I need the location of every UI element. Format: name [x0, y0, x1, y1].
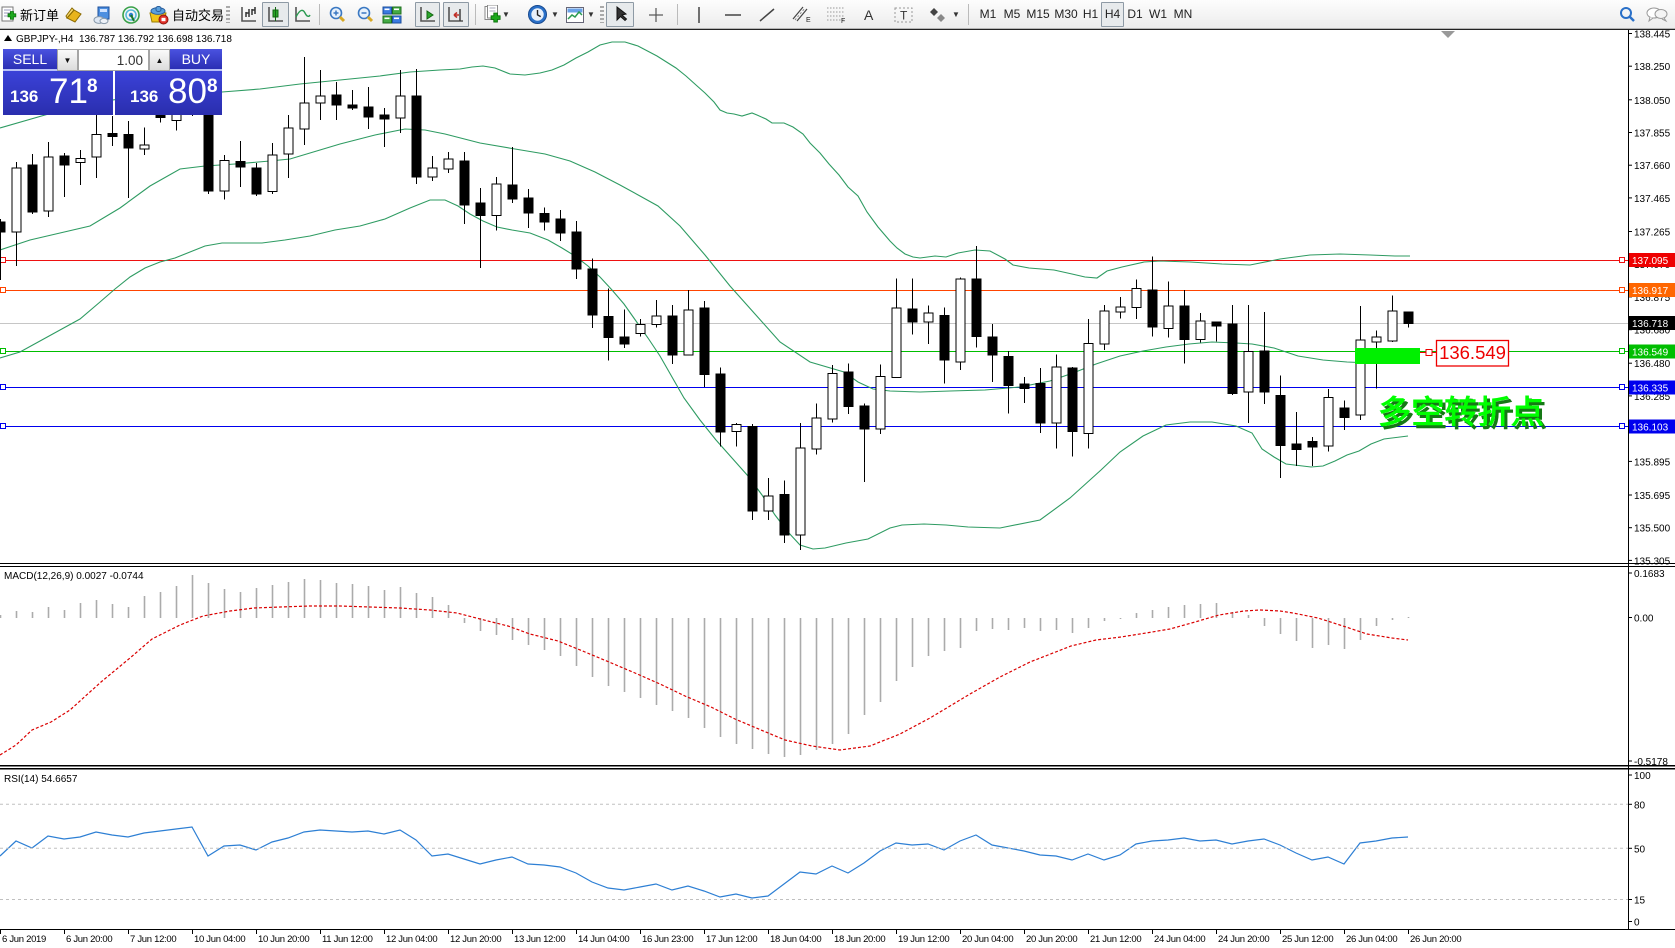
- svg-text:137.660: 137.660: [1634, 161, 1671, 172]
- svg-text:135.305: 135.305: [1634, 556, 1671, 567]
- svg-text:137.465: 137.465: [1634, 194, 1671, 205]
- svg-text:GBPJPY-,H4 136.787 136.792 13: GBPJPY-,H4 136.787 136.792 136.698 136.7…: [16, 34, 232, 45]
- svg-text:25 Jun 12:00: 25 Jun 12:00: [1282, 934, 1333, 945]
- svg-text:136.875: 136.875: [1634, 293, 1671, 304]
- svg-text:24 Jun 20:00: 24 Jun 20:00: [1218, 934, 1269, 945]
- svg-text:MACD(12,26,9) 0.0027 -0.0744: MACD(12,26,9) 0.0027 -0.0744: [4, 571, 144, 582]
- svg-text:138.050: 138.050: [1634, 96, 1671, 107]
- svg-text:12 Jun 20:00: 12 Jun 20:00: [450, 934, 501, 945]
- svg-text:0: 0: [1634, 918, 1640, 929]
- svg-text:19 Jun 12:00: 19 Jun 12:00: [898, 934, 949, 945]
- svg-text:26 Jun 04:00: 26 Jun 04:00: [1346, 934, 1397, 945]
- svg-text:T: T: [900, 8, 908, 22]
- svg-text:26 Jun 20:00: 26 Jun 20:00: [1410, 934, 1461, 945]
- svg-text:100: 100: [1634, 771, 1651, 782]
- svg-text:E: E: [806, 17, 811, 24]
- svg-text:F: F: [841, 18, 845, 24]
- svg-text:137.265: 137.265: [1634, 228, 1671, 239]
- svg-text:多空转折点: 多空转折点: [1381, 397, 1547, 433]
- svg-text:0.00: 0.00: [1634, 614, 1654, 625]
- svg-text:135.895: 135.895: [1634, 457, 1671, 468]
- svg-text:136.335: 136.335: [1632, 384, 1669, 395]
- svg-text:20 Jun 20:00: 20 Jun 20:00: [1026, 934, 1077, 945]
- svg-text:138.445: 138.445: [1634, 30, 1671, 41]
- svg-text:20 Jun 04:00: 20 Jun 04:00: [962, 934, 1013, 945]
- svg-text:50: 50: [1634, 844, 1646, 855]
- svg-text:80: 80: [1634, 800, 1646, 811]
- svg-text:15: 15: [1634, 896, 1646, 907]
- svg-text:6 Jun 20:00: 6 Jun 20:00: [66, 934, 112, 945]
- svg-text:137.095: 137.095: [1632, 256, 1669, 267]
- svg-text:138.250: 138.250: [1634, 62, 1671, 73]
- svg-text:7 Jun 12:00: 7 Jun 12:00: [130, 934, 176, 945]
- svg-text:135.695: 135.695: [1634, 491, 1671, 502]
- svg-text:136.549: 136.549: [1632, 348, 1669, 359]
- svg-text:135.500: 135.500: [1634, 524, 1671, 535]
- svg-text:11 Jun 12:00: 11 Jun 12:00: [322, 934, 373, 945]
- svg-text:18 Jun 04:00: 18 Jun 04:00: [770, 934, 821, 945]
- svg-text:136.917: 136.917: [1632, 286, 1669, 297]
- svg-text:17 Jun 12:00: 17 Jun 12:00: [706, 934, 757, 945]
- svg-text:0.1683: 0.1683: [1634, 569, 1665, 580]
- svg-text:-0.5178: -0.5178: [1634, 757, 1668, 768]
- svg-text:RSI(14) 54.6657: RSI(14) 54.6657: [4, 774, 78, 785]
- svg-text:13 Jun 12:00: 13 Jun 12:00: [514, 934, 565, 945]
- svg-text:10 Jun 20:00: 10 Jun 20:00: [258, 934, 309, 945]
- svg-text:10 Jun 04:00: 10 Jun 04:00: [194, 934, 245, 945]
- svg-text:136.549: 136.549: [1439, 342, 1506, 363]
- svg-text:16 Jun 23:00: 16 Jun 23:00: [642, 934, 693, 945]
- svg-text:136.480: 136.480: [1634, 359, 1671, 370]
- svg-text:14 Jun 04:00: 14 Jun 04:00: [578, 934, 629, 945]
- svg-text:12 Jun 04:00: 12 Jun 04:00: [386, 934, 437, 945]
- svg-text:24 Jun 04:00: 24 Jun 04:00: [1154, 934, 1205, 945]
- svg-text:21 Jun 12:00: 21 Jun 12:00: [1090, 934, 1141, 945]
- svg-text:多空转折点: 多空转折点: [1378, 394, 1544, 430]
- svg-text:136.680: 136.680: [1634, 326, 1671, 337]
- svg-text:136.718: 136.718: [1632, 319, 1669, 330]
- svg-text:6 Jun 2019: 6 Jun 2019: [2, 934, 46, 945]
- svg-text:137.855: 137.855: [1634, 129, 1671, 140]
- svg-text:136.285: 136.285: [1634, 392, 1671, 403]
- svg-text:18 Jun 20:00: 18 Jun 20:00: [834, 934, 885, 945]
- svg-text:136.103: 136.103: [1632, 423, 1669, 434]
